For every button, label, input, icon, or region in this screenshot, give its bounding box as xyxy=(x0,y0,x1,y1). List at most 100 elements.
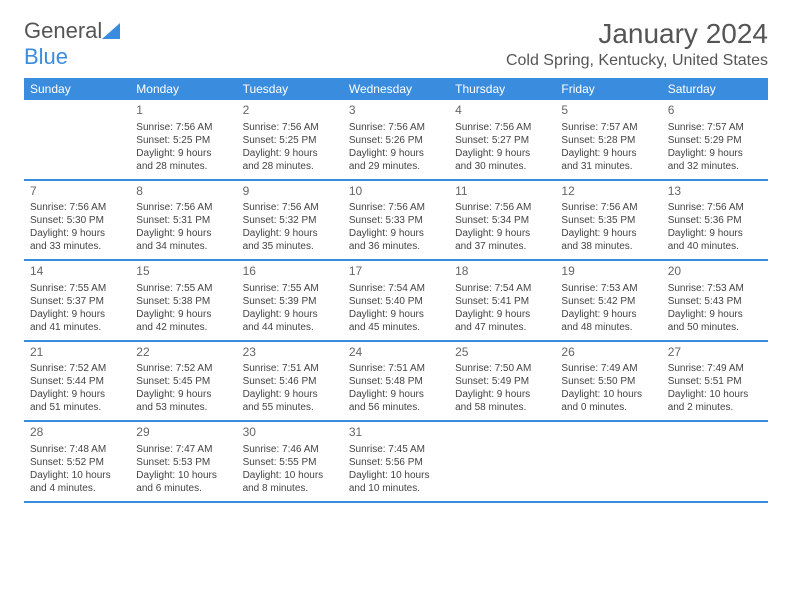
daylight-line: Daylight: 9 hours xyxy=(30,227,124,240)
daylight-line: and 48 minutes. xyxy=(561,321,655,334)
daylight-line: and 28 minutes. xyxy=(243,160,337,173)
day-number: 26 xyxy=(561,345,655,361)
day-number: 1 xyxy=(136,103,230,119)
daylight-line: Daylight: 9 hours xyxy=(349,308,443,321)
day-number: 17 xyxy=(349,264,443,280)
sunrise-line: Sunrise: 7:46 AM xyxy=(243,443,337,456)
day-number: 23 xyxy=(243,345,337,361)
calendar-cell: 1Sunrise: 7:56 AMSunset: 5:25 PMDaylight… xyxy=(130,100,236,180)
sunrise-line: Sunrise: 7:49 AM xyxy=(668,362,762,375)
daylight-line: and 29 minutes. xyxy=(349,160,443,173)
daylight-line: Daylight: 10 hours xyxy=(136,469,230,482)
calendar-cell: 12Sunrise: 7:56 AMSunset: 5:35 PMDayligh… xyxy=(555,180,661,261)
daylight-line: and 34 minutes. xyxy=(136,240,230,253)
day-header: Friday xyxy=(555,78,661,100)
daylight-line: Daylight: 9 hours xyxy=(136,308,230,321)
day-number: 13 xyxy=(668,184,762,200)
day-number: 2 xyxy=(243,103,337,119)
sunrise-line: Sunrise: 7:56 AM xyxy=(243,201,337,214)
daylight-line: and 35 minutes. xyxy=(243,240,337,253)
sunset-line: Sunset: 5:25 PM xyxy=(243,134,337,147)
day-header: Saturday xyxy=(662,78,768,100)
daylight-line: Daylight: 9 hours xyxy=(243,308,337,321)
logo-part1: General xyxy=(24,18,102,43)
calendar-cell: 23Sunrise: 7:51 AMSunset: 5:46 PMDayligh… xyxy=(237,341,343,422)
sunset-line: Sunset: 5:42 PM xyxy=(561,295,655,308)
calendar-cell: 16Sunrise: 7:55 AMSunset: 5:39 PMDayligh… xyxy=(237,260,343,341)
sunrise-line: Sunrise: 7:56 AM xyxy=(455,121,549,134)
logo: GeneralBlue xyxy=(24,18,120,70)
daylight-line: and 45 minutes. xyxy=(349,321,443,334)
daylight-line: and 4 minutes. xyxy=(30,482,124,495)
day-number: 3 xyxy=(349,103,443,119)
calendar-cell: 30Sunrise: 7:46 AMSunset: 5:55 PMDayligh… xyxy=(237,421,343,502)
day-number: 5 xyxy=(561,103,655,119)
sunset-line: Sunset: 5:43 PM xyxy=(668,295,762,308)
sunset-line: Sunset: 5:48 PM xyxy=(349,375,443,388)
daylight-line: Daylight: 9 hours xyxy=(561,147,655,160)
calendar-cell: 27Sunrise: 7:49 AMSunset: 5:51 PMDayligh… xyxy=(662,341,768,422)
calendar-cell xyxy=(449,421,555,502)
sunrise-line: Sunrise: 7:53 AM xyxy=(561,282,655,295)
day-number: 6 xyxy=(668,103,762,119)
calendar-cell: 7Sunrise: 7:56 AMSunset: 5:30 PMDaylight… xyxy=(24,180,130,261)
calendar-cell: 18Sunrise: 7:54 AMSunset: 5:41 PMDayligh… xyxy=(449,260,555,341)
daylight-line: and 10 minutes. xyxy=(349,482,443,495)
sunset-line: Sunset: 5:31 PM xyxy=(136,214,230,227)
calendar-body: 1Sunrise: 7:56 AMSunset: 5:25 PMDaylight… xyxy=(24,100,768,502)
sunrise-line: Sunrise: 7:50 AM xyxy=(455,362,549,375)
calendar-cell: 13Sunrise: 7:56 AMSunset: 5:36 PMDayligh… xyxy=(662,180,768,261)
calendar-cell: 17Sunrise: 7:54 AMSunset: 5:40 PMDayligh… xyxy=(343,260,449,341)
daylight-line: and 56 minutes. xyxy=(349,401,443,414)
daylight-line: and 38 minutes. xyxy=(561,240,655,253)
calendar-cell: 21Sunrise: 7:52 AMSunset: 5:44 PMDayligh… xyxy=(24,341,130,422)
daylight-line: and 47 minutes. xyxy=(455,321,549,334)
calendar-cell: 22Sunrise: 7:52 AMSunset: 5:45 PMDayligh… xyxy=(130,341,236,422)
daylight-line: Daylight: 9 hours xyxy=(561,308,655,321)
sunset-line: Sunset: 5:30 PM xyxy=(30,214,124,227)
day-header: Thursday xyxy=(449,78,555,100)
daylight-line: and 42 minutes. xyxy=(136,321,230,334)
calendar-table: SundayMondayTuesdayWednesdayThursdayFrid… xyxy=(24,78,768,503)
calendar-cell: 2Sunrise: 7:56 AMSunset: 5:25 PMDaylight… xyxy=(237,100,343,180)
calendar-week-row: 1Sunrise: 7:56 AMSunset: 5:25 PMDaylight… xyxy=(24,100,768,180)
daylight-line: and 37 minutes. xyxy=(455,240,549,253)
sunrise-line: Sunrise: 7:52 AM xyxy=(30,362,124,375)
daylight-line: Daylight: 9 hours xyxy=(136,388,230,401)
daylight-line: Daylight: 10 hours xyxy=(30,469,124,482)
daylight-line: and 41 minutes. xyxy=(30,321,124,334)
calendar-cell xyxy=(555,421,661,502)
sunrise-line: Sunrise: 7:56 AM xyxy=(561,201,655,214)
sunrise-line: Sunrise: 7:51 AM xyxy=(243,362,337,375)
title-block: January 2024 Cold Spring, Kentucky, Unit… xyxy=(506,18,768,70)
sunset-line: Sunset: 5:50 PM xyxy=(561,375,655,388)
day-header: Tuesday xyxy=(237,78,343,100)
day-number: 19 xyxy=(561,264,655,280)
daylight-line: Daylight: 9 hours xyxy=(668,147,762,160)
sunrise-line: Sunrise: 7:47 AM xyxy=(136,443,230,456)
calendar-week-row: 21Sunrise: 7:52 AMSunset: 5:44 PMDayligh… xyxy=(24,341,768,422)
sunset-line: Sunset: 5:27 PM xyxy=(455,134,549,147)
sunrise-line: Sunrise: 7:56 AM xyxy=(668,201,762,214)
day-number: 24 xyxy=(349,345,443,361)
sunrise-line: Sunrise: 7:56 AM xyxy=(136,201,230,214)
sunset-line: Sunset: 5:25 PM xyxy=(136,134,230,147)
daylight-line: Daylight: 9 hours xyxy=(243,147,337,160)
day-number: 8 xyxy=(136,184,230,200)
sunset-line: Sunset: 5:35 PM xyxy=(561,214,655,227)
sunrise-line: Sunrise: 7:56 AM xyxy=(349,121,443,134)
daylight-line: Daylight: 9 hours xyxy=(136,227,230,240)
daylight-line: and 33 minutes. xyxy=(30,240,124,253)
day-number: 7 xyxy=(30,184,124,200)
sunrise-line: Sunrise: 7:56 AM xyxy=(30,201,124,214)
daylight-line: Daylight: 9 hours xyxy=(455,388,549,401)
calendar-cell: 20Sunrise: 7:53 AMSunset: 5:43 PMDayligh… xyxy=(662,260,768,341)
daylight-line: Daylight: 9 hours xyxy=(455,147,549,160)
daylight-line: and 50 minutes. xyxy=(668,321,762,334)
day-number: 14 xyxy=(30,264,124,280)
calendar-cell: 11Sunrise: 7:56 AMSunset: 5:34 PMDayligh… xyxy=(449,180,555,261)
calendar-cell: 6Sunrise: 7:57 AMSunset: 5:29 PMDaylight… xyxy=(662,100,768,180)
sunset-line: Sunset: 5:32 PM xyxy=(243,214,337,227)
sunrise-line: Sunrise: 7:45 AM xyxy=(349,443,443,456)
daylight-line: and 53 minutes. xyxy=(136,401,230,414)
